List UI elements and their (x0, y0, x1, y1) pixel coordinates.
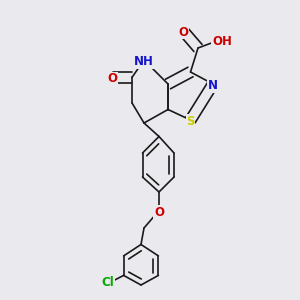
Text: OH: OH (212, 34, 232, 48)
Text: NH: NH (134, 55, 154, 68)
Text: O: O (107, 72, 118, 86)
Text: O: O (154, 206, 164, 219)
Text: S: S (186, 115, 195, 128)
Text: N: N (208, 79, 218, 92)
Text: Cl: Cl (102, 275, 114, 289)
Text: O: O (178, 26, 188, 39)
